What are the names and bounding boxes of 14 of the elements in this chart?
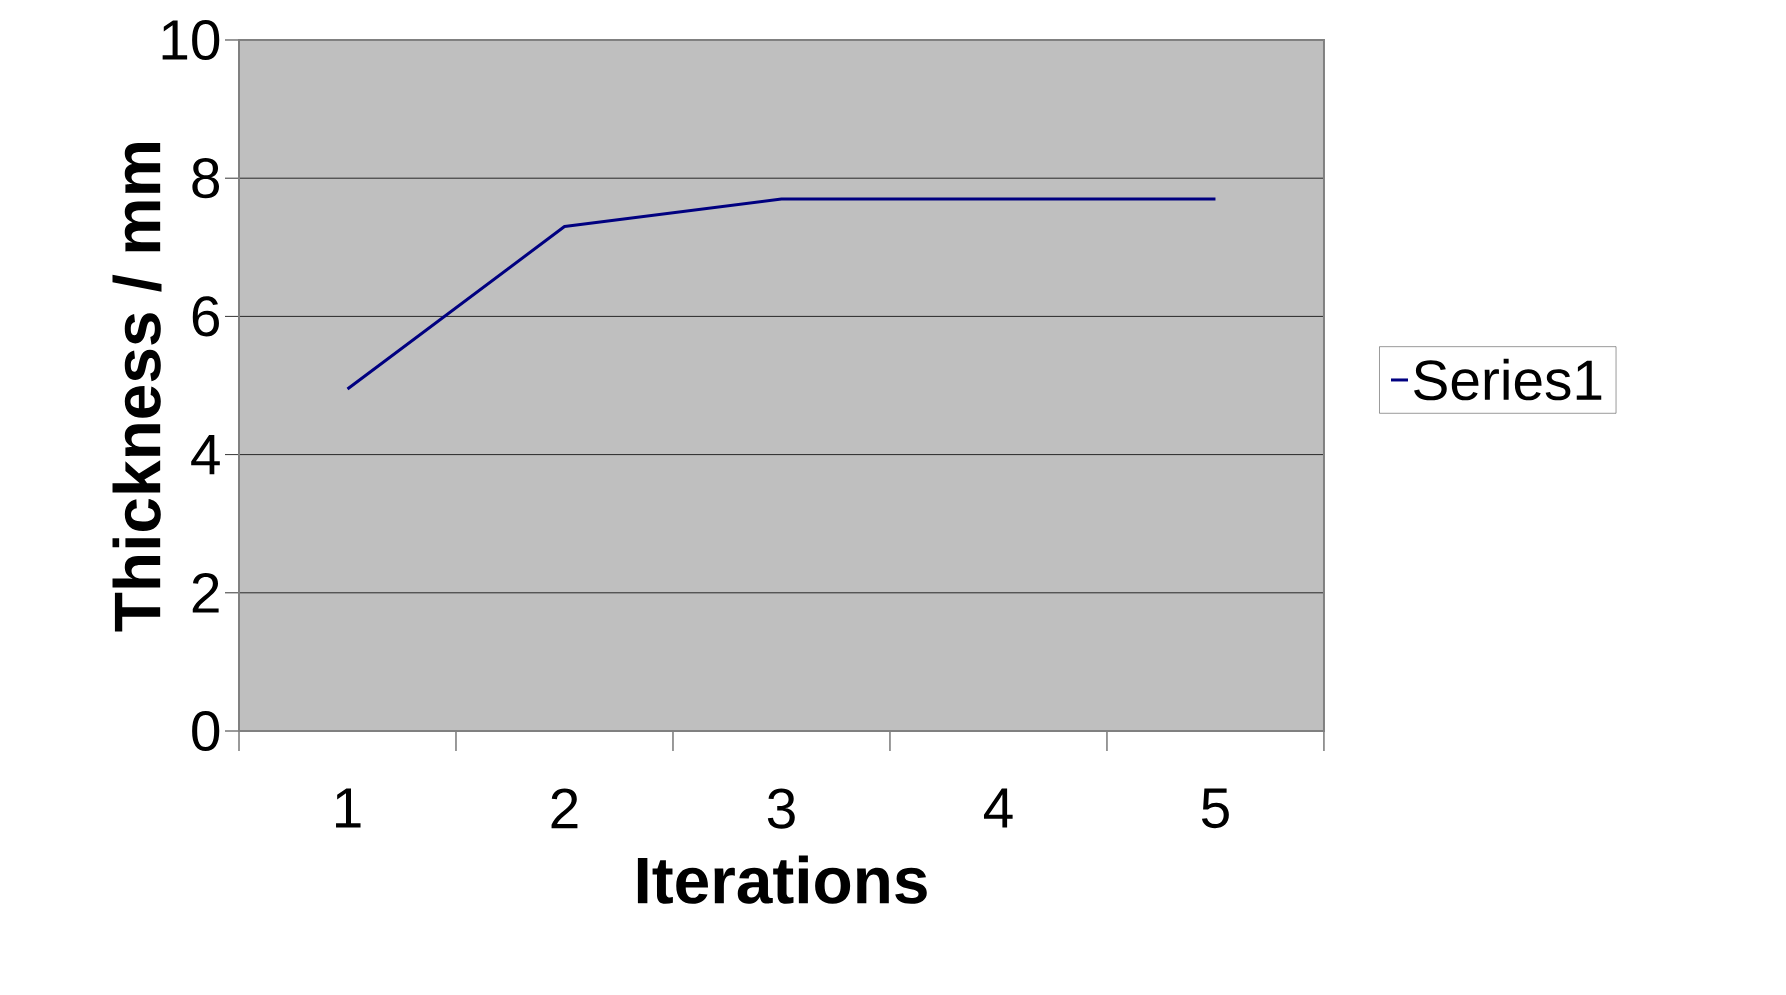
y-tick-label: 2 <box>192 572 219 613</box>
x-tick-label: 3 <box>767 788 795 829</box>
y-tick-label: 0 <box>192 710 220 752</box>
x-tick-label: 4 <box>983 788 1013 828</box>
x-axis-title: Iterations <box>637 855 927 904</box>
y-tick-label: 10 <box>162 19 220 61</box>
x-tick-label: 1 <box>336 788 361 828</box>
y-tick-label: 6 <box>192 296 219 337</box>
x-tick-label: 5 <box>1201 788 1229 829</box>
x-tick-label: 2 <box>551 788 578 829</box>
legend-label: Series1 <box>1414 358 1602 401</box>
y-tick-label: 4 <box>191 435 220 475</box>
y-tick-label: 8 <box>192 158 220 199</box>
y-axis-title: Thickness / mm <box>112 142 162 632</box>
